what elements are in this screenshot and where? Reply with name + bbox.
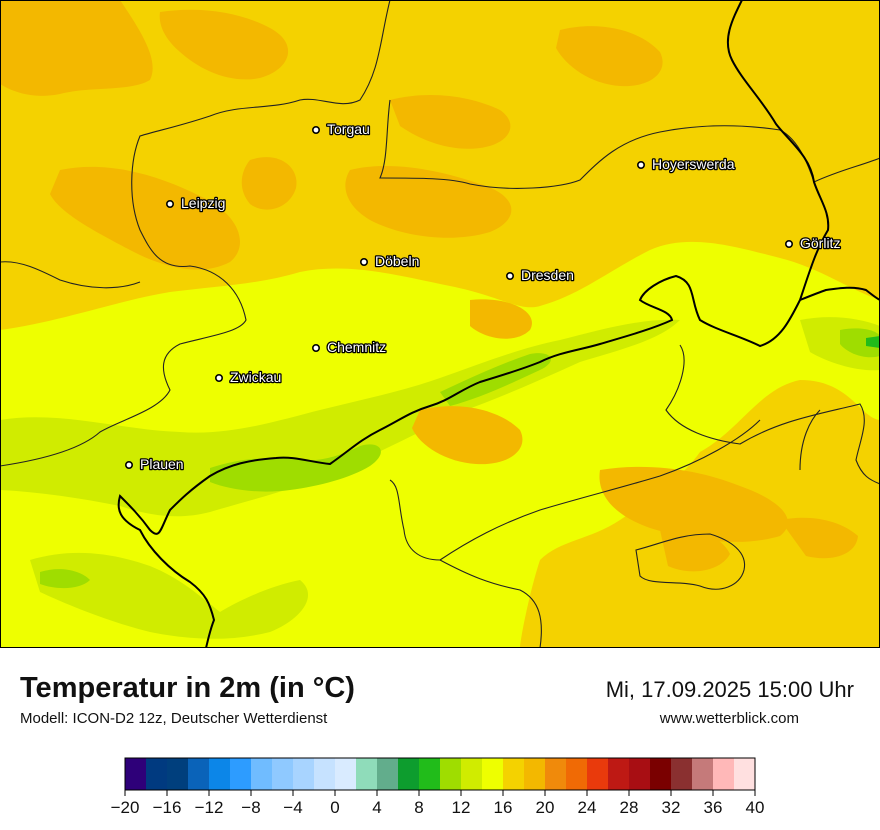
city-dresden[interactable]: Dresden <box>505 266 575 284</box>
color-scale-tick-label: 40 <box>746 798 765 817</box>
color-scale-cell <box>734 758 756 790</box>
city-label-doebeln: Döbeln <box>375 253 419 269</box>
temperature-zone-19 <box>0 0 858 572</box>
city-label-hoyerswerda: Hoyerswerda <box>652 156 735 172</box>
city-label-dresden: Dresden <box>521 267 574 283</box>
color-scale-cell <box>713 758 735 790</box>
color-scale-cell <box>314 758 336 790</box>
color-scale-tick-label: −16 <box>153 798 182 817</box>
city-markers: Torgau Hoyerswerda Leipzig Görlitz Döbel… <box>125 120 842 473</box>
color-scale-legend: −20 −16 −12 −8 −4 0 4 8 12 16 20 24 28 32 36 40 <box>111 757 765 817</box>
color-scale-cell <box>272 758 294 790</box>
city-leipzig[interactable]: Leipzig <box>166 194 227 212</box>
city-label-chemnitz: Chemnitz <box>327 339 386 355</box>
temperature-zone-7 <box>866 336 880 348</box>
city-zwickau[interactable]: Zwickau <box>215 368 283 386</box>
map-title: Temperatur in 2m (in °C) <box>20 672 355 704</box>
color-scale-cell <box>566 758 588 790</box>
color-scale-tick-label: 12 <box>452 798 471 817</box>
color-scale-cell <box>356 758 378 790</box>
city-plauen[interactable]: Plauen <box>125 455 185 473</box>
color-scale-cell <box>650 758 672 790</box>
color-scale-cell <box>188 758 210 790</box>
color-scale-tick-label: 0 <box>330 798 339 817</box>
color-scale-cell <box>251 758 273 790</box>
color-scale-cell <box>377 758 399 790</box>
color-scale-cell <box>482 758 504 790</box>
color-scale-tick-label: −12 <box>195 798 224 817</box>
color-scale-cell <box>335 758 357 790</box>
color-scale-cell <box>293 758 315 790</box>
model-subtitle: Modell: ICON-D2 12z, Deutscher Wetterdie… <box>20 710 328 727</box>
color-scale-tick-label: 16 <box>494 798 513 817</box>
color-scale-cell <box>545 758 567 790</box>
city-goerlitz[interactable]: Görlitz <box>784 234 842 252</box>
city-doebeln[interactable]: Döbeln <box>359 252 421 270</box>
color-scale-tick-label: 36 <box>704 798 723 817</box>
color-scale-tick-label: 24 <box>578 798 597 817</box>
color-scale-tick-label: 4 <box>372 798 381 817</box>
forecast-datetime: Mi, 17.09.2025 15:00 Uhr <box>605 677 854 702</box>
color-scale-cell <box>125 758 147 790</box>
color-scale-cell <box>524 758 546 790</box>
temperature-map: Torgau Hoyerswerda Leipzig Görlitz Döbel… <box>0 0 880 648</box>
color-scale-cell <box>692 758 714 790</box>
color-scale-tick-label: 28 <box>620 798 639 817</box>
color-scale-frame <box>124 757 756 791</box>
temperature-zone-11-b <box>440 353 551 406</box>
color-scale-tick-label: 20 <box>536 798 555 817</box>
temperature-zone-11 <box>210 444 381 492</box>
city-label-goerlitz: Görlitz <box>800 235 840 251</box>
color-scale-cell <box>587 758 609 790</box>
color-scale-cell <box>398 758 420 790</box>
color-scale-cell <box>503 758 525 790</box>
temperature-zone-11-d <box>840 328 880 358</box>
city-label-torgau: Torgau <box>327 121 370 137</box>
color-scale-cell <box>146 758 168 790</box>
temperature-zone-11-c <box>40 569 90 589</box>
color-scale-tick-label: 8 <box>414 798 423 817</box>
color-scale-tick-label: −8 <box>241 798 260 817</box>
color-scale-ticks: −20 −16 −12 −8 −4 0 4 8 12 16 20 24 28 32 36 40 <box>111 790 765 817</box>
color-scale-tick-label: −4 <box>283 798 302 817</box>
color-scale-cell <box>419 758 441 790</box>
website-link[interactable]: www.wetterblick.com <box>659 710 799 727</box>
city-hoyerswerda[interactable]: Hoyerswerda <box>636 155 736 173</box>
color-scale-cell <box>440 758 462 790</box>
city-label-leipzig: Leipzig <box>181 195 225 211</box>
color-scale-cell <box>461 758 483 790</box>
city-label-plauen: Plauen <box>140 456 184 472</box>
color-scale-cell <box>608 758 630 790</box>
temperature-zone-13-south <box>30 552 309 639</box>
district-boundaries <box>0 0 880 648</box>
color-scale-cell <box>671 758 693 790</box>
state-border <box>117 0 880 648</box>
city-label-zwickau: Zwickau <box>230 369 281 385</box>
city-torgau[interactable]: Torgau <box>311 120 371 138</box>
city-chemnitz[interactable]: Chemnitz <box>311 338 387 356</box>
color-scale-cell <box>629 758 651 790</box>
color-scale-cell <box>230 758 252 790</box>
color-scale-cell <box>167 758 189 790</box>
color-scale-tick-label: −20 <box>111 798 140 817</box>
color-scale-cell <box>209 758 231 790</box>
color-scale-cells <box>124 757 756 791</box>
color-scale-tick-label: 32 <box>662 798 681 817</box>
